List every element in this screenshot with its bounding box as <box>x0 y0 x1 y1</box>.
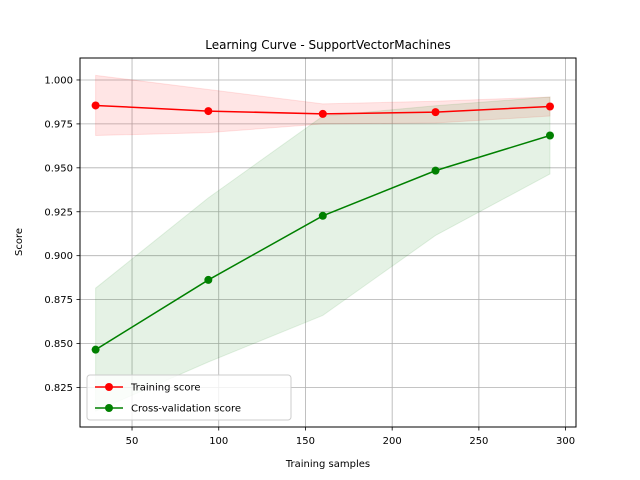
legend-frame <box>86 374 292 421</box>
legend-swatch-marker <box>105 383 113 391</box>
data-point <box>318 109 327 118</box>
point-layer <box>91 101 554 354</box>
confidence-band-0 <box>95 74 551 137</box>
y-tick-label: 0.925 <box>44 207 73 218</box>
data-point <box>204 275 213 284</box>
legend-entry-label: Cross-validation score <box>131 404 241 415</box>
x-tick-label: 100 <box>209 436 228 447</box>
legend-entry-label: Training score <box>130 383 201 394</box>
x-tick-label: 200 <box>383 436 402 447</box>
data-point <box>91 101 100 110</box>
grid-layer <box>80 58 576 427</box>
chart-title: Learning Curve - SupportVectorMachines <box>205 38 450 52</box>
data-point <box>545 102 554 111</box>
x-axis-label: Training samples <box>285 459 370 470</box>
x-tick-label: 150 <box>296 436 315 447</box>
data-point <box>545 131 554 140</box>
data-point <box>204 107 213 116</box>
y-tick-label: 0.975 <box>44 119 73 130</box>
x-tick-label: 50 <box>126 436 139 447</box>
data-point <box>91 345 100 354</box>
y-axis-label: Score <box>14 228 25 256</box>
y-tick-label: 0.950 <box>44 163 73 174</box>
y-tick-label: 0.825 <box>44 383 73 394</box>
data-point <box>431 166 440 175</box>
legend: Training score Cross-validation score <box>86 374 292 421</box>
y-tick-label: 1.000 <box>44 75 73 86</box>
y-tick-label: 0.875 <box>44 295 73 306</box>
tick-layer: 50 100 150 200 250 300 0.825 0.850 0.875 0.900 0.9… <box>44 75 575 447</box>
y-tick-label: 0.850 <box>44 339 73 350</box>
x-tick-label: 250 <box>469 436 488 447</box>
legend-swatch-marker <box>105 404 113 412</box>
plot-area-frame <box>79 57 577 428</box>
x-tick-label: 300 <box>556 436 575 447</box>
y-tick-label: 0.900 <box>44 251 73 262</box>
data-point <box>318 211 327 220</box>
data-point <box>431 108 440 117</box>
